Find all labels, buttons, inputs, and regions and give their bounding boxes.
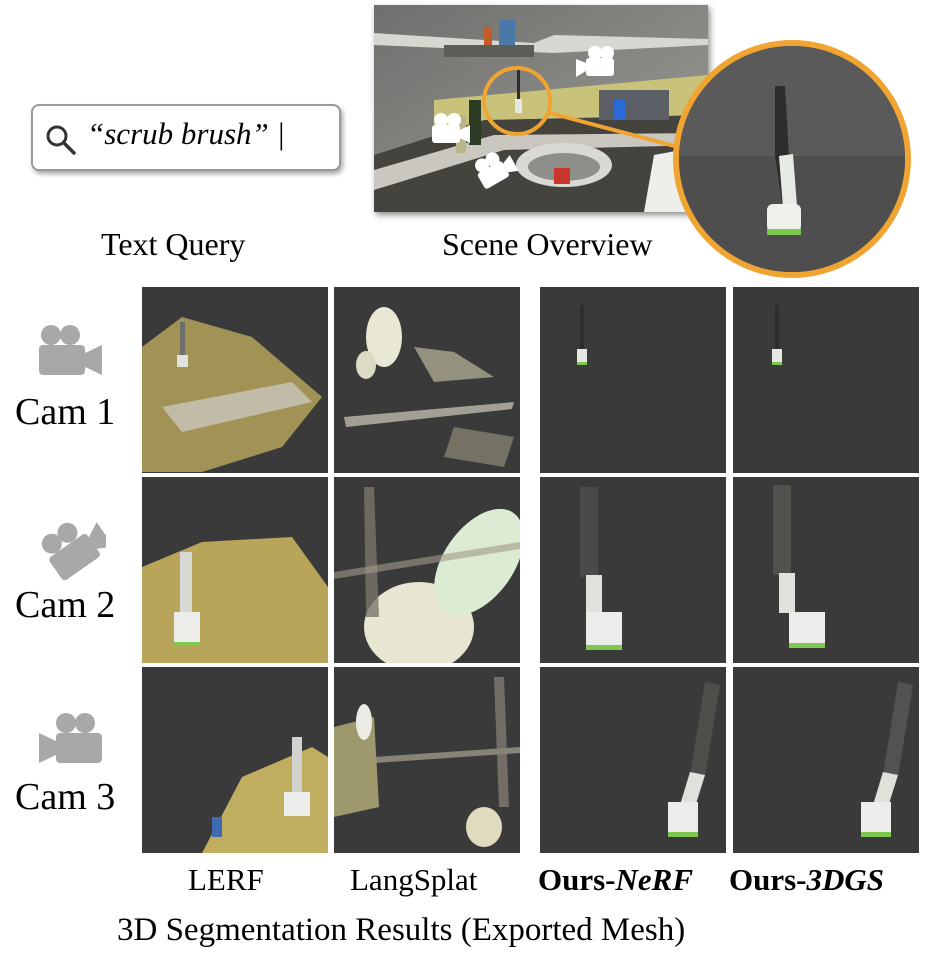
row-label-cam2: Cam 2 (15, 584, 116, 626)
result-panel-ours-3dgs-cam1 (733, 287, 919, 473)
camera-icon (39, 325, 102, 375)
result-panel-ours-3dgs-cam2 (733, 477, 919, 663)
row-label-cam3: Cam 3 (15, 776, 116, 818)
column-label-ours-nerf: Ours-NeRF (538, 862, 693, 897)
result-panel-lerf-cam2 (142, 477, 328, 663)
result-panel-lerf-cam3 (142, 667, 328, 853)
result-panel-ours-nerf-cam2 (540, 477, 726, 663)
camera-icon (475, 152, 519, 189)
zoom-inset (673, 40, 911, 278)
result-panel-ours-3dgs-cam3 (733, 667, 919, 853)
camera-icon (432, 113, 470, 143)
figure-footer-title: 3D Segmentation Results (Exported Mesh) (117, 912, 686, 948)
result-panel-langsplat-cam3 (334, 667, 520, 853)
query-text: “scrub brush” | (87, 116, 286, 151)
result-panel-langsplat-cam2 (334, 477, 520, 663)
search-icon (46, 125, 76, 155)
scene-overview-caption: Scene Overview (442, 226, 653, 262)
column-label-lerf: LERF (188, 862, 264, 897)
row-label-cam1: Cam 1 (15, 391, 116, 433)
camera-icon (576, 46, 614, 77)
scene-overview-photo (374, 5, 708, 212)
camera-icon (41, 522, 106, 581)
result-panel-ours-nerf-cam1 (540, 287, 726, 473)
result-panel-ours-nerf-cam3 (540, 667, 726, 853)
column-label-ours-3dgs: Ours-3DGS (729, 862, 885, 897)
column-label-langsplat: LangSplat (350, 862, 478, 897)
text-query-caption: Text Query (101, 226, 246, 262)
result-panel-langsplat-cam1 (334, 287, 520, 473)
result-panel-lerf-cam1 (142, 287, 328, 473)
text-query-box[interactable]: “scrub brush” | (31, 104, 341, 171)
camera-icon (39, 713, 102, 763)
